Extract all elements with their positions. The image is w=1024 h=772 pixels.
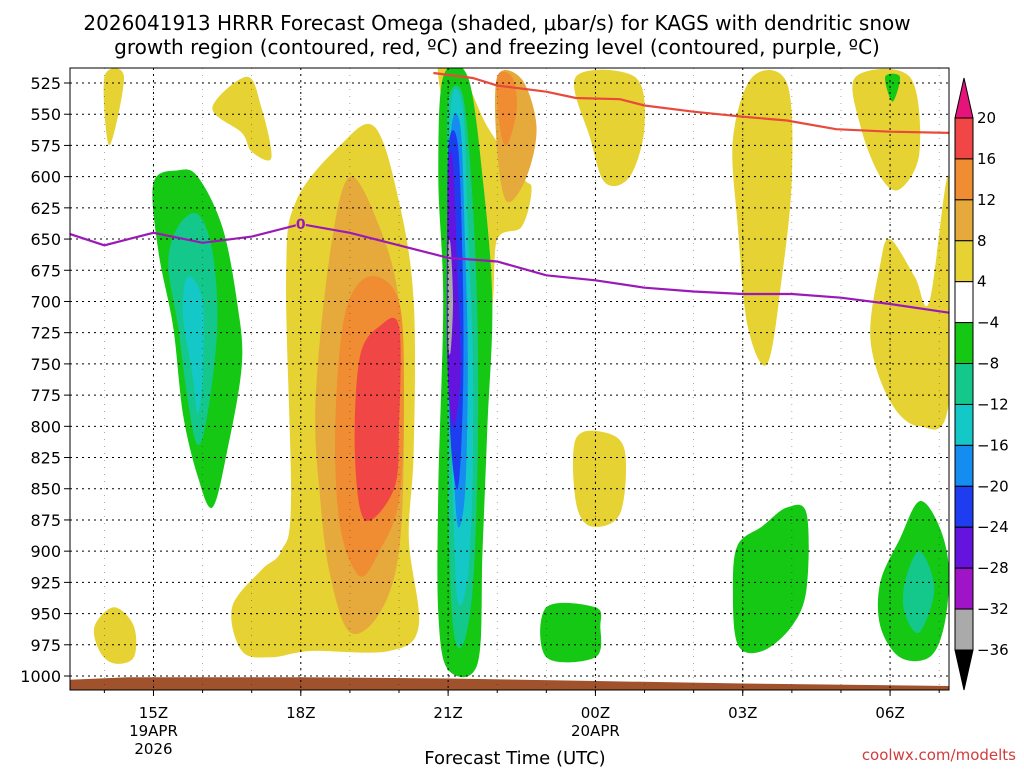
x-tick-date: 20APR <box>571 722 620 740</box>
shade-yellow-top-left-2 <box>212 76 272 161</box>
x-tick-label: 18Z <box>286 704 315 722</box>
freezing-level-line <box>70 222 949 314</box>
freezing-level-label: 0 <box>296 217 306 233</box>
colorbar: 20 16 12 8 4 −4 −8 −12 −16 −20 −24 −28 −32 −36 <box>954 77 1009 691</box>
colorbar-label: 4 <box>977 273 987 291</box>
shade-yellow-23Z <box>573 69 645 187</box>
chart-title-line1: 2026041913 HRRR Forecast Omega (shaded, … <box>83 11 910 35</box>
y-tick-label: 675 <box>30 261 61 280</box>
freezing-label-bg <box>295 216 306 232</box>
colorbar-label: 20 <box>977 109 996 127</box>
shade-yellow-05Z-top <box>852 68 921 191</box>
plot-area <box>70 68 949 690</box>
colorbar-band <box>954 403 974 446</box>
colorbar-band <box>954 199 974 242</box>
colorbar-label: −8 <box>977 355 999 373</box>
plot-frame <box>69 67 950 691</box>
colorbar-under-arrow <box>954 649 974 691</box>
y-tick-label: 825 <box>30 449 61 468</box>
shade-yellow-right-mid <box>870 175 949 430</box>
shade-teal-06Z <box>902 551 935 634</box>
colorbar-over-arrow <box>954 77 974 119</box>
colorbar-label: −4 <box>977 314 999 332</box>
y-tick-label: 950 <box>30 605 61 624</box>
y-tick-label: 925 <box>30 573 61 592</box>
colorbar-label: 16 <box>977 150 996 168</box>
colorbar-band <box>954 526 974 569</box>
y-tick-label: 725 <box>30 324 61 343</box>
surface-terrain <box>70 677 949 690</box>
y-tick-label: 625 <box>30 199 61 218</box>
colorbar-label: 8 <box>977 232 987 250</box>
colorbar-label: −12 <box>977 395 1009 413</box>
colorbar-band <box>954 444 974 487</box>
colorbar-band <box>954 363 974 405</box>
shade-yellow-top-left <box>103 68 125 146</box>
shade-yellow-00Z-box <box>572 430 627 527</box>
colorbar-band <box>954 608 974 651</box>
colorbar-label: −28 <box>977 559 1009 577</box>
y-tick-label: 850 <box>30 480 61 499</box>
y-tick-label: 1000 <box>20 667 61 686</box>
colorbar-band <box>954 158 974 201</box>
y-tick-label: 600 <box>30 168 61 187</box>
colorbar-band <box>954 322 974 365</box>
y-axis: 525 550 575 600 625 650 675 700 725 750 775 800 825 8… <box>20 74 70 686</box>
x-tick-label: 06Z <box>875 704 904 722</box>
colorbar-label: −20 <box>977 477 1009 495</box>
y-tick-label: 575 <box>30 136 61 155</box>
y-tick-label: 750 <box>30 355 61 374</box>
colorbar-band <box>954 567 974 610</box>
y-tick-label: 775 <box>30 386 61 405</box>
x-tick-label: 21Z <box>433 704 462 722</box>
colorbar-label: −36 <box>977 641 1009 659</box>
x-tick-label: 03Z <box>728 704 757 722</box>
x-tick-label: 15Z <box>139 704 168 722</box>
dgz-contour-line <box>433 71 949 134</box>
shade-green-05Z-top <box>885 73 901 102</box>
x-tick-year: 2026 <box>134 740 172 758</box>
shade-green-03Z <box>732 504 809 654</box>
shade-cyan-15Z <box>182 276 204 414</box>
shade-green-00Z <box>540 602 602 663</box>
shade-gray-21Z-band <box>447 239 453 355</box>
y-tick-label: 700 <box>30 292 61 311</box>
y-tick-label: 800 <box>30 417 61 436</box>
colorbar-label: −16 <box>977 436 1009 454</box>
credit-text: coolwx.com/modelts <box>862 746 1016 764</box>
shade-purple-21Z-band <box>446 151 461 427</box>
colorbar-band <box>954 240 974 283</box>
colorbar-band <box>954 485 974 528</box>
chart-title-line2: growth region (contoured, red, ºC) and f… <box>114 35 880 59</box>
contour-lines: 0 <box>70 71 949 314</box>
x-tick-date: 19APR <box>129 722 178 740</box>
x-tick-label: 00Z <box>581 704 610 722</box>
y-tick-label: 650 <box>30 230 61 249</box>
colorbar-label: 12 <box>977 191 996 209</box>
y-tick-label: 550 <box>30 105 61 124</box>
shade-red-18Z <box>354 317 401 522</box>
shade-orange2-22Z-top <box>496 71 518 146</box>
colorbar-label: −32 <box>977 600 1009 618</box>
colorbar-label: −24 <box>977 518 1009 536</box>
shade-yellow-03Z <box>732 70 793 366</box>
y-tick-label: 900 <box>30 542 61 561</box>
colorbar-band <box>954 117 974 160</box>
shade-yellow-14Z-low <box>93 607 137 664</box>
colorbar-band <box>954 281 974 324</box>
y-tick-label: 975 <box>30 636 61 655</box>
x-axis-label: Forecast Time (UTC) <box>424 748 605 768</box>
y-tick-label: 875 <box>30 511 61 530</box>
grid-lines <box>70 68 949 690</box>
y-tick-label: 525 <box>30 74 61 93</box>
